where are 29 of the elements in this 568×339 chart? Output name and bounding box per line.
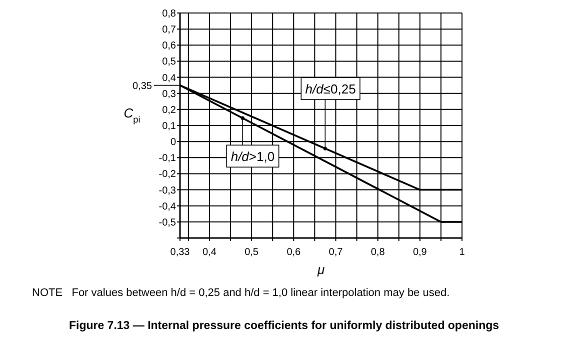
x-tick-label: 0,33 (170, 247, 190, 258)
x-tick-label: 1 (459, 247, 466, 258)
text: NOTE For values between h/d = 0,25 and h/d = 1,0 linear interpolation may be used. (32, 287, 450, 299)
ref-line-label: 0,35 (132, 80, 152, 92)
x-tick-label: 0,6 (286, 247, 302, 258)
y-tick-label: 0,8 (162, 8, 176, 20)
x-tick-label: 0,8 (370, 247, 386, 258)
y-tick-label: 0,1 (162, 121, 176, 132)
y-tick-label: 0,7 (162, 24, 176, 36)
y-tick-label: -0,2 (158, 169, 176, 180)
y-tick-label: 0,4 (162, 72, 176, 84)
y-tick-label: 0,6 (162, 40, 176, 52)
y-tick-label: -0,1 (158, 153, 176, 164)
y-axis-title: C$_{pi}$ (124, 105, 140, 124)
x-tick-label: 0,7 (328, 247, 344, 258)
y-tick-label: 0 (170, 137, 176, 148)
x-tick-label: 0,9 (412, 247, 428, 258)
legend-label: h/d>1,0 (230, 149, 275, 164)
y-tick-label: -0,4 (158, 201, 176, 212)
y-tick-label: -0,5 (158, 217, 176, 228)
y-tick-label: 0,5 (162, 56, 176, 68)
x-axis-title: μ (316, 262, 325, 277)
x-tick-label: 0,4 (202, 247, 217, 258)
y-tick-label: 0,3 (162, 88, 176, 100)
text: Figure 7.13 — Internal pressure coefficients for uniformly distributed openings (68, 320, 500, 332)
text: h/d≤0,25 (305, 82, 356, 97)
y-tick-label: -0,3 (158, 185, 176, 196)
y-tick-label: 0,2 (162, 104, 176, 116)
x-tick-label: 0,5 (244, 247, 259, 258)
